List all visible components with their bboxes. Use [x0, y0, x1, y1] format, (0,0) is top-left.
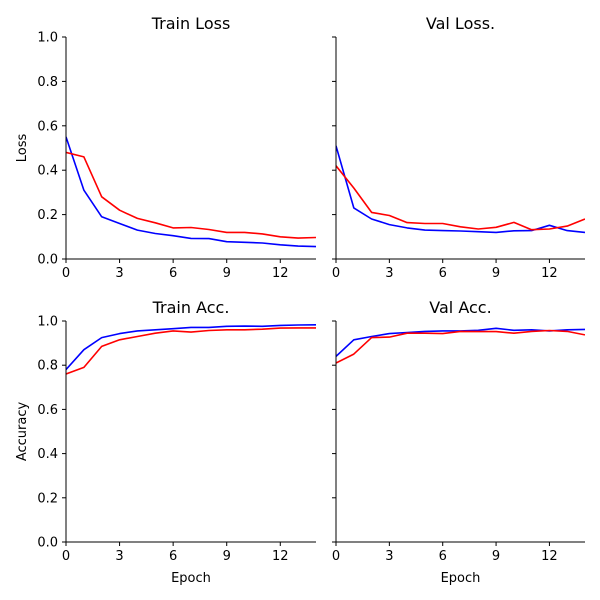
- x-tick-label: 6: [439, 266, 447, 281]
- x-axis-label: Epoch: [171, 571, 211, 586]
- x-tick-label: 3: [385, 549, 393, 564]
- y-tick-label: 0.4: [37, 447, 58, 462]
- x-tick-label: 9: [223, 266, 231, 281]
- y-tick-label: 0.6: [37, 119, 58, 134]
- series-line-blue: [336, 145, 585, 234]
- y-tick-label: 0.6: [37, 403, 58, 418]
- subplot-title: Train Loss: [151, 14, 231, 33]
- x-axis-label: Epoch: [441, 571, 481, 586]
- x-tick-label: 12: [272, 549, 289, 564]
- series-line-blue: [336, 327, 585, 357]
- x-tick-label: 0: [62, 266, 70, 281]
- y-tick-label: 0.8: [37, 359, 58, 374]
- subplot-2: Val Loss. 0 3 6 9 12: [332, 14, 585, 281]
- series-line-red: [336, 329, 585, 364]
- x-tick-label: 9: [223, 549, 231, 564]
- y-tick-label: 0.0: [37, 536, 58, 551]
- y-tick-label: 0.4: [37, 164, 58, 179]
- series-line-red: [66, 151, 316, 239]
- x-tick-label: 3: [385, 266, 393, 281]
- x-tick-label: 9: [492, 266, 500, 281]
- x-tick-label: 12: [541, 266, 558, 281]
- y-tick-label: 1.0: [37, 315, 58, 330]
- series-line-red: [336, 165, 585, 231]
- y-tick-label: 0.2: [37, 208, 58, 223]
- y-tick-label: 0.2: [37, 491, 58, 506]
- x-tick-label: 3: [115, 549, 123, 564]
- x-tick-label: 3: [115, 266, 123, 281]
- series-line-blue: [66, 324, 316, 371]
- subplot-title: Train Acc.: [152, 298, 230, 317]
- y-tick-label: 0.0: [37, 253, 58, 268]
- y-tick-label: 1.0: [37, 31, 58, 46]
- series-line-blue: [66, 136, 316, 248]
- x-tick-label: 0: [62, 549, 70, 564]
- y-tick-label: 0.8: [37, 75, 58, 90]
- x-tick-label: 0: [332, 266, 340, 281]
- subplot-title: Val Loss.: [426, 14, 495, 33]
- x-tick-label: 6: [169, 549, 177, 564]
- subplot-4: Val Acc. 0 3 6 9 12 Epoch: [332, 298, 585, 586]
- series-line-red: [66, 327, 316, 375]
- subplot-title: Val Acc.: [429, 298, 491, 317]
- x-tick-label: 0: [332, 549, 340, 564]
- y-axis-label: Accuracy: [15, 402, 30, 462]
- x-tick-label: 6: [439, 549, 447, 564]
- x-tick-label: 12: [541, 549, 558, 564]
- x-tick-label: 12: [272, 266, 289, 281]
- subplot-1: Train Loss 0 3 6 9 12 0.0 0.2 0.4 0.6 0.8 1.0 Loss: [15, 14, 316, 281]
- x-tick-label: 6: [169, 266, 177, 281]
- y-axis-label: Loss: [15, 134, 30, 163]
- subplot-3: Train Acc. 0 3 6 9 12 0.0 0.2 0.4 0.6 0.8 1.0 Epoch A…: [15, 298, 316, 586]
- x-tick-label: 9: [492, 549, 500, 564]
